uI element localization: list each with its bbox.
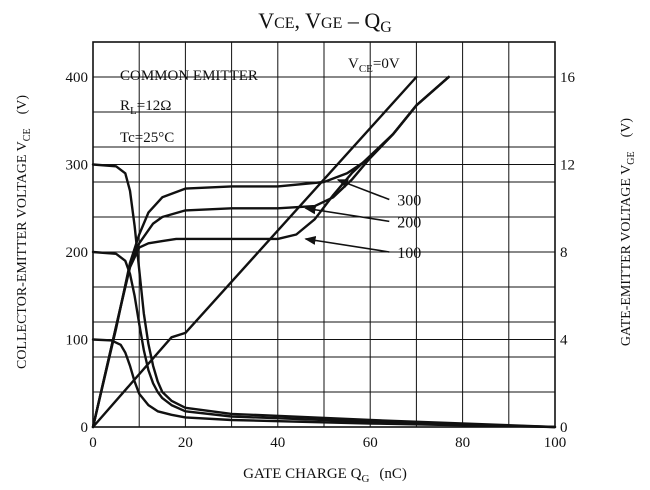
series-right-100 (91, 75, 450, 429)
y-left-tick-label: 100 (66, 333, 89, 349)
x-tick-label: 40 (270, 435, 285, 451)
callout-arrow-200 (304, 205, 390, 223)
y-right-tick-label: 8 (560, 245, 568, 261)
series-right-v-ce-0v (91, 75, 418, 429)
x-tick-label: 20 (178, 435, 193, 451)
x-tick-label: 0 (89, 435, 97, 451)
callouts: 300 200 100 (304, 179, 421, 262)
x-tick-label: 80 (455, 435, 470, 451)
y-left-tick-label: 400 (66, 70, 89, 86)
y-left-axis-label: COLLECTOR-EMITTER VOLTAGE VCE(V) (15, 95, 33, 369)
callout-arrow-100 (304, 236, 390, 253)
grid (93, 42, 555, 427)
annotation-rl: RL=12Ω (120, 98, 171, 117)
y-right-tick-label: 4 (560, 333, 568, 349)
y-right-tick-label: 16 (560, 70, 576, 86)
y-left-tick-label: 0 (81, 420, 89, 436)
series-left-200 (91, 250, 557, 429)
x-axis-label: GATE CHARGE QG (nC) (243, 466, 407, 485)
plot-frame (92, 41, 556, 428)
curves (91, 75, 557, 429)
annotation-vce-0v: VCE=0V (348, 56, 400, 75)
callout-arrow-300 (336, 179, 390, 201)
series-left-300 (91, 163, 557, 429)
y-left-tick-label: 300 (66, 158, 89, 174)
y-right-axis-label: GATE-EMITTER VOLTAGE VGE(V) (619, 118, 637, 347)
y-left-tick-label: 200 (66, 245, 89, 261)
callout-label-300: 300 (397, 193, 421, 210)
y-right-tick-label: 0 (560, 420, 568, 436)
callout-label-100: 100 (397, 245, 421, 262)
x-tick-label: 100 (544, 435, 567, 451)
annotation-common-emitter: COMMON EMITTER (120, 68, 258, 84)
chart-title: VCE, VGE – QG (258, 8, 392, 36)
series-left-100 (91, 338, 557, 429)
annotation-tc: Tc=25°C (120, 130, 174, 146)
x-tick-label: 60 (363, 435, 378, 451)
y-right-tick-label: 12 (560, 158, 575, 174)
callout-label-200: 200 (397, 214, 421, 231)
